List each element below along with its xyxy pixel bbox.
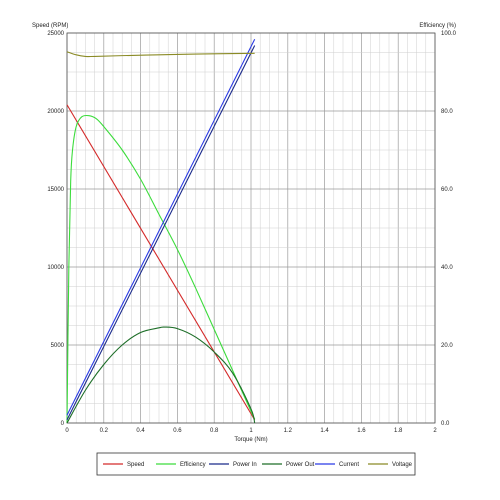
x-tick-label: 1 (249, 428, 253, 434)
legend-label: Voltage (392, 462, 413, 468)
legend-label: Current (339, 462, 359, 468)
y-left-tick-label: 10000 (47, 265, 64, 271)
series-line-efficiency (66, 114, 256, 424)
x-tick-label: 1.2 (284, 428, 293, 434)
legend-box (96, 452, 416, 476)
y-left-tick-label: 20000 (47, 109, 64, 115)
x-tick-label: 0.6 (173, 428, 182, 434)
legend: Speed Efficiency Power In Power Out Current V… (96, 452, 416, 476)
series-line-voltage (66, 51, 255, 58)
x-tick-label: 0 (65, 428, 69, 434)
ticks-layer: 0 0.2 0.4 0.6 0.8 1 1.2 1.4 1.6 1.8 2 0 5000 10000 150… (47, 31, 456, 434)
series-line-power-in (66, 45, 256, 421)
x-tick-label: 1.8 (394, 428, 403, 434)
x-tick-label: 1.4 (320, 428, 329, 434)
y-left-tick-label: 5000 (51, 343, 65, 349)
x-tick-label: 0.8 (210, 428, 219, 434)
y-right-tick-label: 80.0 (441, 109, 453, 115)
y-right-tick-label: 0.0 (441, 421, 450, 427)
x-tick-label: 2 (433, 428, 437, 434)
series-layer (66, 38, 256, 424)
plot-frame (66, 32, 436, 424)
y-axis-right-title: Efficiency (%) (419, 23, 456, 29)
series-line-power-out (66, 326, 256, 424)
y-right-tick-label: 40.0 (441, 265, 453, 271)
series-line-speed (66, 104, 256, 421)
legend-label: Power In (233, 462, 257, 468)
series-line-current (66, 38, 256, 416)
legend-label: Power Out (286, 462, 315, 468)
grid (66, 32, 436, 424)
y-right-tick-label: 100.0 (441, 31, 457, 37)
y-right-tick-label: 60.0 (441, 187, 453, 193)
y-left-tick-label: 0 (61, 421, 65, 427)
y-left-tick-label: 15000 (47, 187, 64, 193)
legend-label: Efficiency (180, 462, 206, 468)
y-left-tick-label: 25000 (47, 31, 64, 37)
x-axis-title: Torque (Nm) (234, 437, 267, 443)
y-axis-left-title: Speed (RPM) (32, 23, 68, 29)
x-tick-label: 0.2 (100, 428, 109, 434)
y-right-tick-label: 20.0 (441, 343, 453, 349)
x-tick-label: 0.4 (136, 428, 145, 434)
legend-label: Speed (127, 462, 144, 468)
x-tick-label: 1.6 (357, 428, 366, 434)
